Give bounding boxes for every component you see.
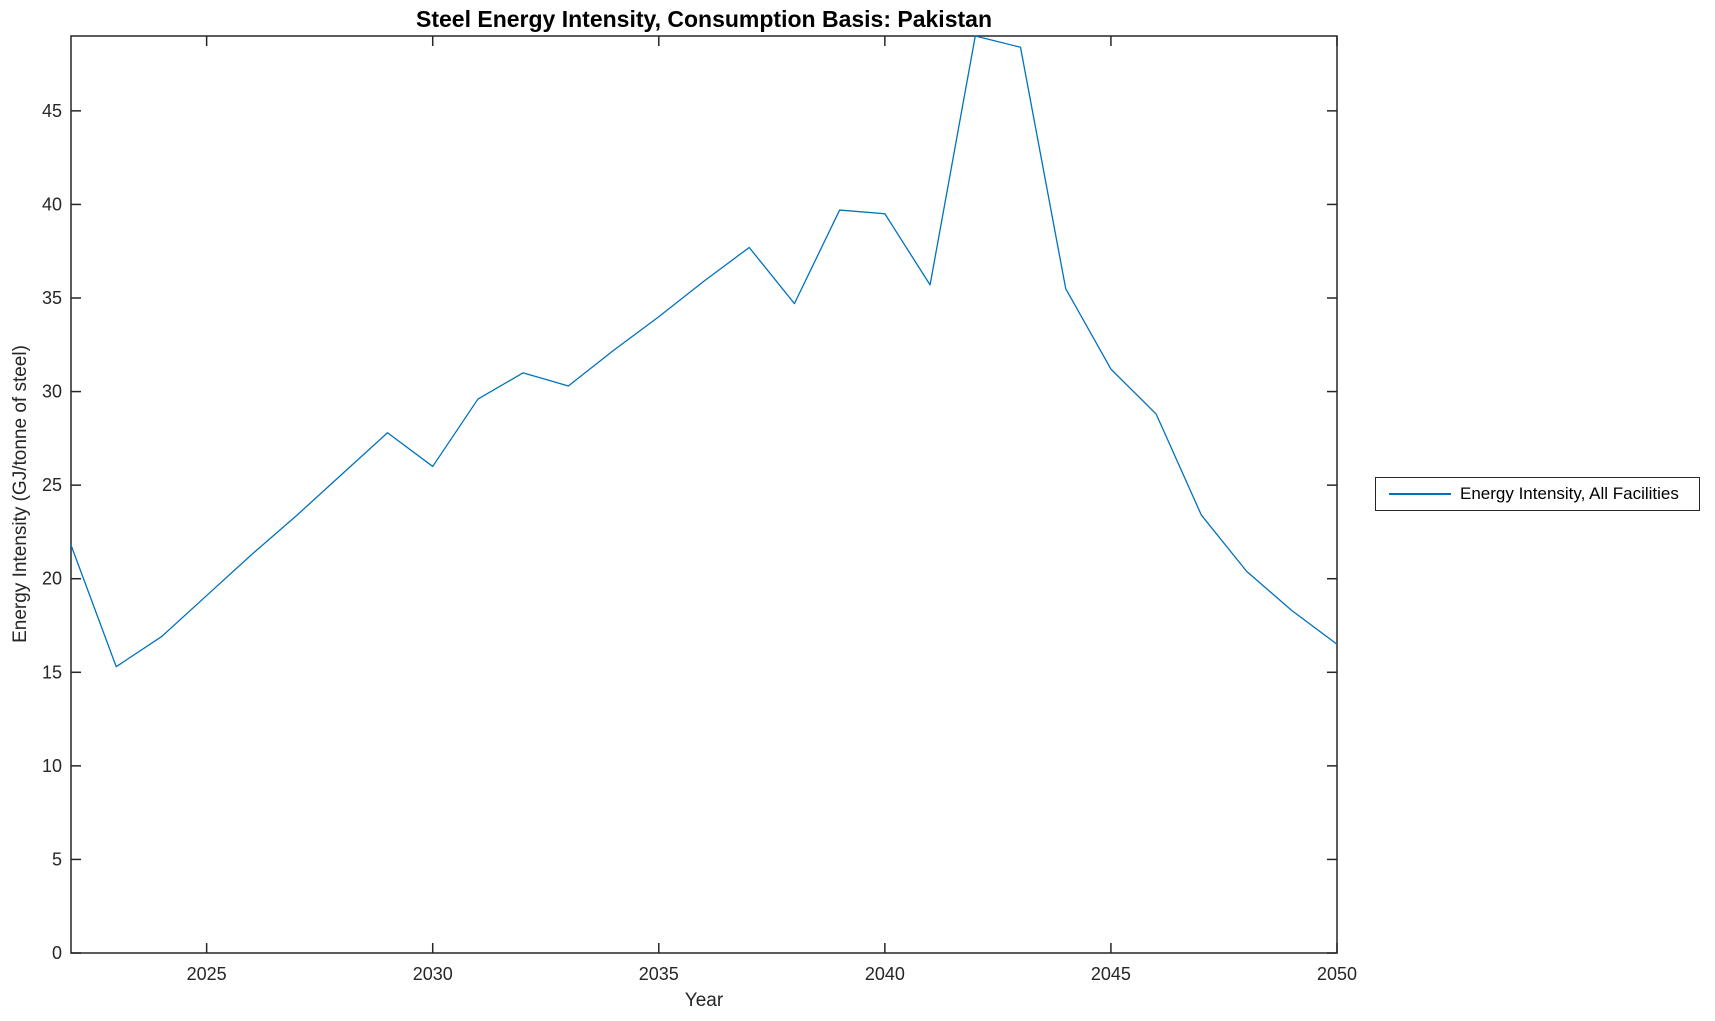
chart-title: Steel Energy Intensity, Consumption Basi… (416, 6, 992, 32)
x-tick-label: 2025 (187, 964, 227, 984)
y-tick-label: 10 (42, 756, 62, 776)
x-tick-label: 2045 (1091, 964, 1131, 984)
y-tick-label: 45 (42, 101, 62, 121)
legend-line-sample (1389, 493, 1451, 495)
y-tick-label: 35 (42, 288, 62, 308)
x-tick-label: 2035 (639, 964, 679, 984)
legend: Energy Intensity, All Facilities (1375, 477, 1700, 511)
y-axis-label: Energy Intensity (GJ/tonne of steel) (10, 345, 31, 643)
y-tick-label: 25 (42, 475, 62, 495)
y-tick-label: 5 (52, 849, 62, 869)
y-tick-label: 40 (42, 194, 62, 214)
y-tick-label: 20 (42, 569, 62, 589)
energy-intensity-line (70, 35, 1338, 668)
axes-box (70, 35, 1338, 954)
y-tick-label: 15 (42, 662, 62, 682)
legend-label: Energy Intensity, All Facilities (1460, 484, 1679, 503)
x-axis-label: Year (684, 990, 724, 1011)
y-tick-label: 0 (52, 943, 62, 963)
x-tick-label: 2030 (413, 964, 453, 984)
x-tick-label: 2050 (1317, 964, 1357, 984)
x-tick-label: 2040 (865, 964, 905, 984)
y-tick-label: 30 (42, 382, 62, 402)
